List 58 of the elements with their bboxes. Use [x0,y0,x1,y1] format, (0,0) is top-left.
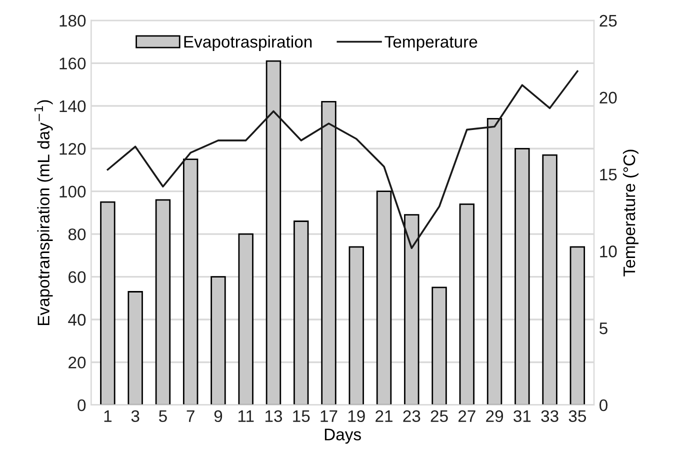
x-tick-label: 15 [293,410,310,422]
y-tick-label: 140 [60,100,86,112]
y-tick-label: 20 [68,356,86,368]
x-axis-title: Days [324,428,361,444]
x-tick-label: 27 [458,410,476,422]
legend-label: Temperature [384,36,478,52]
bar [266,60,282,405]
y2-axis-title: Temperature (°C) [622,150,638,276]
y2-tick-label: 10 [600,246,617,258]
x-tick-label: 21 [376,410,392,422]
bar [404,214,420,405]
bar [459,203,474,405]
bar [486,118,502,405]
y2-tick-label: 5 [600,322,608,334]
y-tick-label: 120 [60,143,86,155]
bar [514,148,530,405]
x-tick-label: 9 [214,410,222,422]
y-tick-label: 0 [78,399,86,412]
x-tick-label: 3 [131,410,140,422]
y-tick-label: 80 [68,228,86,240]
bar [128,291,143,405]
x-tick-label: 13 [265,410,282,422]
y2-tick-label: 20 [600,92,617,104]
x-tick-label: 35 [568,410,586,422]
bar [570,246,586,405]
x-tick-label: 7 [186,410,194,422]
bar [182,158,198,405]
y-tick-label: 60 [68,271,86,283]
x-tick-label: 19 [348,410,365,422]
legend-label: Evapotraspiration [184,35,312,52]
bar [348,246,364,405]
y2-tick-label: 15 [600,168,617,180]
bar [155,199,171,405]
x-tick-label: 33 [541,410,558,422]
line-series [106,70,578,249]
x-tick-label: 31 [514,410,531,422]
bar [100,201,116,405]
x-tick-label: 25 [430,410,448,422]
bar [210,276,226,405]
bar [376,190,392,405]
bar [238,233,254,405]
x-tick-label: 23 [403,410,420,422]
y-tick-label: 100 [60,186,86,198]
y-tick-label: 180 [60,14,86,27]
y-axis-title: Evapotranspiration (mL day$^{−1}$) [34,100,53,326]
x-tick-label: 17 [320,410,338,422]
bar [432,286,447,405]
y2-tick-label: 25 [600,14,617,27]
bar [294,220,309,405]
y-tick-label: 160 [60,58,86,70]
bar [321,100,336,405]
x-tick-label: 11 [238,410,254,422]
x-tick-label: 5 [158,410,167,422]
y-tick-label: 40 [68,314,86,326]
x-tick-label: 1 [104,410,112,422]
x-tick-label: 29 [486,410,504,422]
bar [542,154,558,405]
y2-tick-label: 0 [600,399,608,412]
